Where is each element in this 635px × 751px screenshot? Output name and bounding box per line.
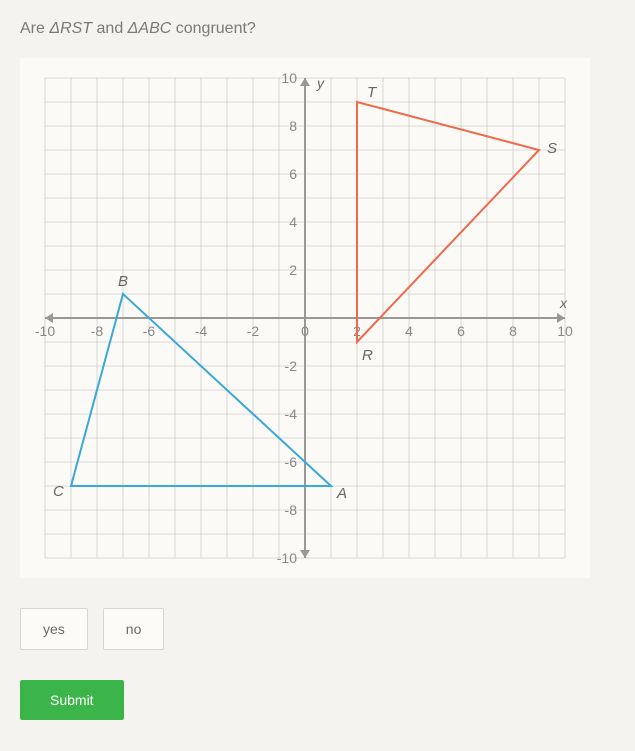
svg-text:10: 10	[557, 323, 573, 339]
svg-text:-2: -2	[285, 358, 298, 374]
svg-text:-10: -10	[277, 550, 297, 566]
svg-text:-2: -2	[247, 323, 260, 339]
yes-button[interactable]: yes	[20, 608, 88, 650]
svg-text:-10: -10	[35, 323, 55, 339]
svg-text:4: 4	[289, 214, 297, 230]
q-mid: and	[92, 20, 128, 37]
svg-text:8: 8	[289, 118, 297, 134]
svg-text:B: B	[118, 273, 128, 290]
svg-text:-8: -8	[91, 323, 104, 339]
no-button[interactable]: no	[103, 608, 165, 650]
svg-text:-4: -4	[285, 406, 298, 422]
svg-text:0: 0	[301, 323, 309, 339]
svg-text:2: 2	[289, 262, 297, 278]
q-suffix: congruent?	[171, 20, 256, 37]
svg-text:R: R	[362, 347, 373, 364]
svg-text:-4: -4	[195, 323, 208, 339]
question-text: Are ΔRST and ΔABC congruent?	[20, 20, 615, 38]
answer-row: yes no	[20, 608, 615, 650]
svg-text:4: 4	[405, 323, 413, 339]
svg-text:6: 6	[457, 323, 465, 339]
q-t1: ΔRST	[49, 20, 92, 37]
svg-text:6: 6	[289, 166, 297, 182]
svg-text:C: C	[53, 483, 64, 500]
svg-text:10: 10	[281, 70, 297, 86]
q-t2: ΔABC	[128, 20, 172, 37]
svg-text:S: S	[547, 140, 557, 157]
svg-text:y: y	[316, 75, 325, 91]
svg-text:x: x	[559, 295, 568, 311]
svg-text:8: 8	[509, 323, 517, 339]
submit-button[interactable]: Submit	[20, 680, 124, 720]
q-prefix: Are	[20, 20, 49, 37]
coordinate-chart: -10-8-6-4-20246810-10-8-6-4-2246810yxRST…	[20, 58, 590, 578]
svg-text:-8: -8	[285, 502, 298, 518]
svg-text:-6: -6	[285, 454, 298, 470]
svg-text:-6: -6	[143, 323, 156, 339]
svg-text:A: A	[336, 485, 347, 502]
chart-svg: -10-8-6-4-20246810-10-8-6-4-2246810yxRST…	[25, 63, 585, 573]
